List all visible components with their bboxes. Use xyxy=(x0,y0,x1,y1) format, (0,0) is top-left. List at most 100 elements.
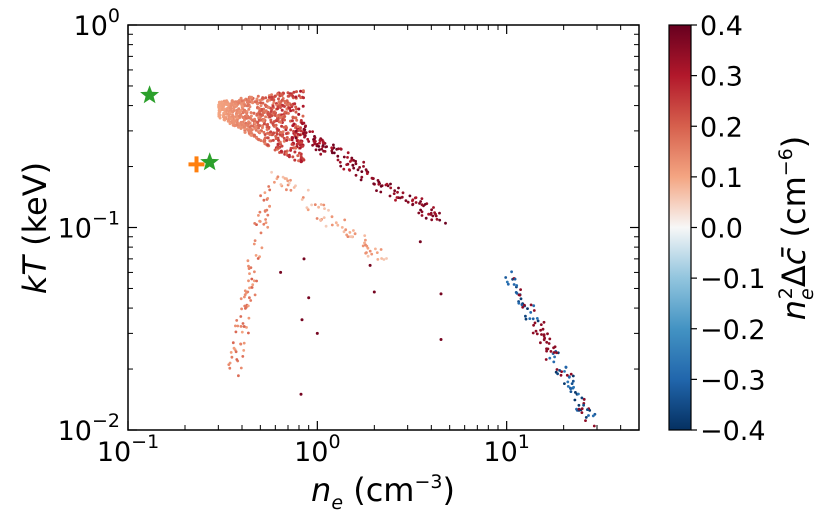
data-point xyxy=(289,103,293,107)
data-point xyxy=(235,109,239,113)
data-point xyxy=(249,133,253,137)
data-point xyxy=(313,142,317,146)
data-point xyxy=(239,342,243,346)
data-point xyxy=(388,194,392,198)
data-point xyxy=(330,146,334,150)
data-point xyxy=(397,186,400,190)
data-point xyxy=(297,159,301,163)
data-point xyxy=(336,223,340,227)
data-point xyxy=(252,111,256,115)
data-point xyxy=(430,208,433,212)
data-point xyxy=(577,403,581,407)
special-markers xyxy=(140,85,220,173)
data-point xyxy=(245,104,249,108)
data-point xyxy=(275,114,279,118)
data-point xyxy=(542,320,546,324)
colorbar-tick-label: 0.0 xyxy=(700,214,743,245)
data-point xyxy=(430,218,434,222)
data-point xyxy=(529,303,533,307)
data-point xyxy=(253,121,257,125)
data-point xyxy=(277,100,281,104)
data-point xyxy=(354,173,358,177)
data-point xyxy=(435,217,439,221)
data-point xyxy=(287,181,291,185)
data-point xyxy=(539,341,542,345)
data-point xyxy=(294,146,298,150)
data-point xyxy=(253,270,256,274)
data-point xyxy=(250,128,254,132)
data-point xyxy=(542,333,546,336)
data-point xyxy=(259,231,263,235)
data-point xyxy=(242,325,246,328)
data-point xyxy=(223,111,226,115)
data-point xyxy=(234,102,237,106)
data-point xyxy=(256,94,260,98)
data-point xyxy=(372,182,376,186)
data-point xyxy=(256,121,259,124)
data-point xyxy=(258,112,262,116)
data-point xyxy=(228,111,232,115)
data-point xyxy=(531,331,535,335)
data-point xyxy=(276,175,280,179)
data-point xyxy=(299,156,303,160)
data-point xyxy=(261,96,265,100)
data-point xyxy=(318,148,321,152)
data-point xyxy=(353,232,357,236)
data-point xyxy=(280,134,284,138)
data-point xyxy=(362,165,365,168)
data-point xyxy=(302,127,306,131)
data-point xyxy=(249,111,253,115)
data-point xyxy=(376,179,380,182)
data-point xyxy=(239,325,243,328)
data-point xyxy=(380,257,383,260)
data-point xyxy=(275,117,279,121)
data-point xyxy=(520,303,524,306)
data-point xyxy=(234,330,238,334)
data-point xyxy=(285,138,289,142)
data-point xyxy=(339,164,343,168)
data-point xyxy=(242,125,246,129)
data-point xyxy=(343,218,347,222)
colorbar-tick-label: −0.2 xyxy=(700,315,766,346)
data-point xyxy=(292,186,296,189)
data-point xyxy=(531,317,535,321)
data-point xyxy=(262,130,266,134)
data-point xyxy=(539,323,543,326)
data-point xyxy=(539,328,542,332)
data-point xyxy=(365,172,369,176)
data-point xyxy=(577,392,580,396)
data-point xyxy=(420,203,424,207)
data-point xyxy=(294,107,298,111)
data-point xyxy=(274,134,278,138)
data-point xyxy=(239,366,243,370)
data-point xyxy=(266,105,270,109)
data-point xyxy=(230,99,234,103)
data-points xyxy=(217,89,597,428)
data-point xyxy=(226,106,230,110)
data-point xyxy=(303,135,306,139)
data-point xyxy=(266,213,270,217)
data-point xyxy=(528,317,532,320)
data-point xyxy=(301,104,305,108)
data-point xyxy=(372,290,376,294)
data-point xyxy=(255,112,259,116)
data-point xyxy=(324,145,327,149)
data-point xyxy=(414,196,418,200)
data-point xyxy=(548,356,552,360)
data-point xyxy=(332,143,335,147)
data-point xyxy=(289,178,292,182)
data-point xyxy=(352,229,355,232)
data-point xyxy=(243,293,247,297)
data-point xyxy=(268,188,272,192)
data-point xyxy=(264,218,267,221)
data-point xyxy=(264,96,268,100)
data-point xyxy=(272,100,276,104)
data-point xyxy=(280,124,284,128)
data-point xyxy=(300,318,304,322)
data-point xyxy=(510,270,513,274)
data-point xyxy=(264,115,268,119)
data-point xyxy=(389,186,393,190)
data-point xyxy=(553,345,557,349)
data-point xyxy=(262,122,266,126)
data-point xyxy=(505,280,509,284)
